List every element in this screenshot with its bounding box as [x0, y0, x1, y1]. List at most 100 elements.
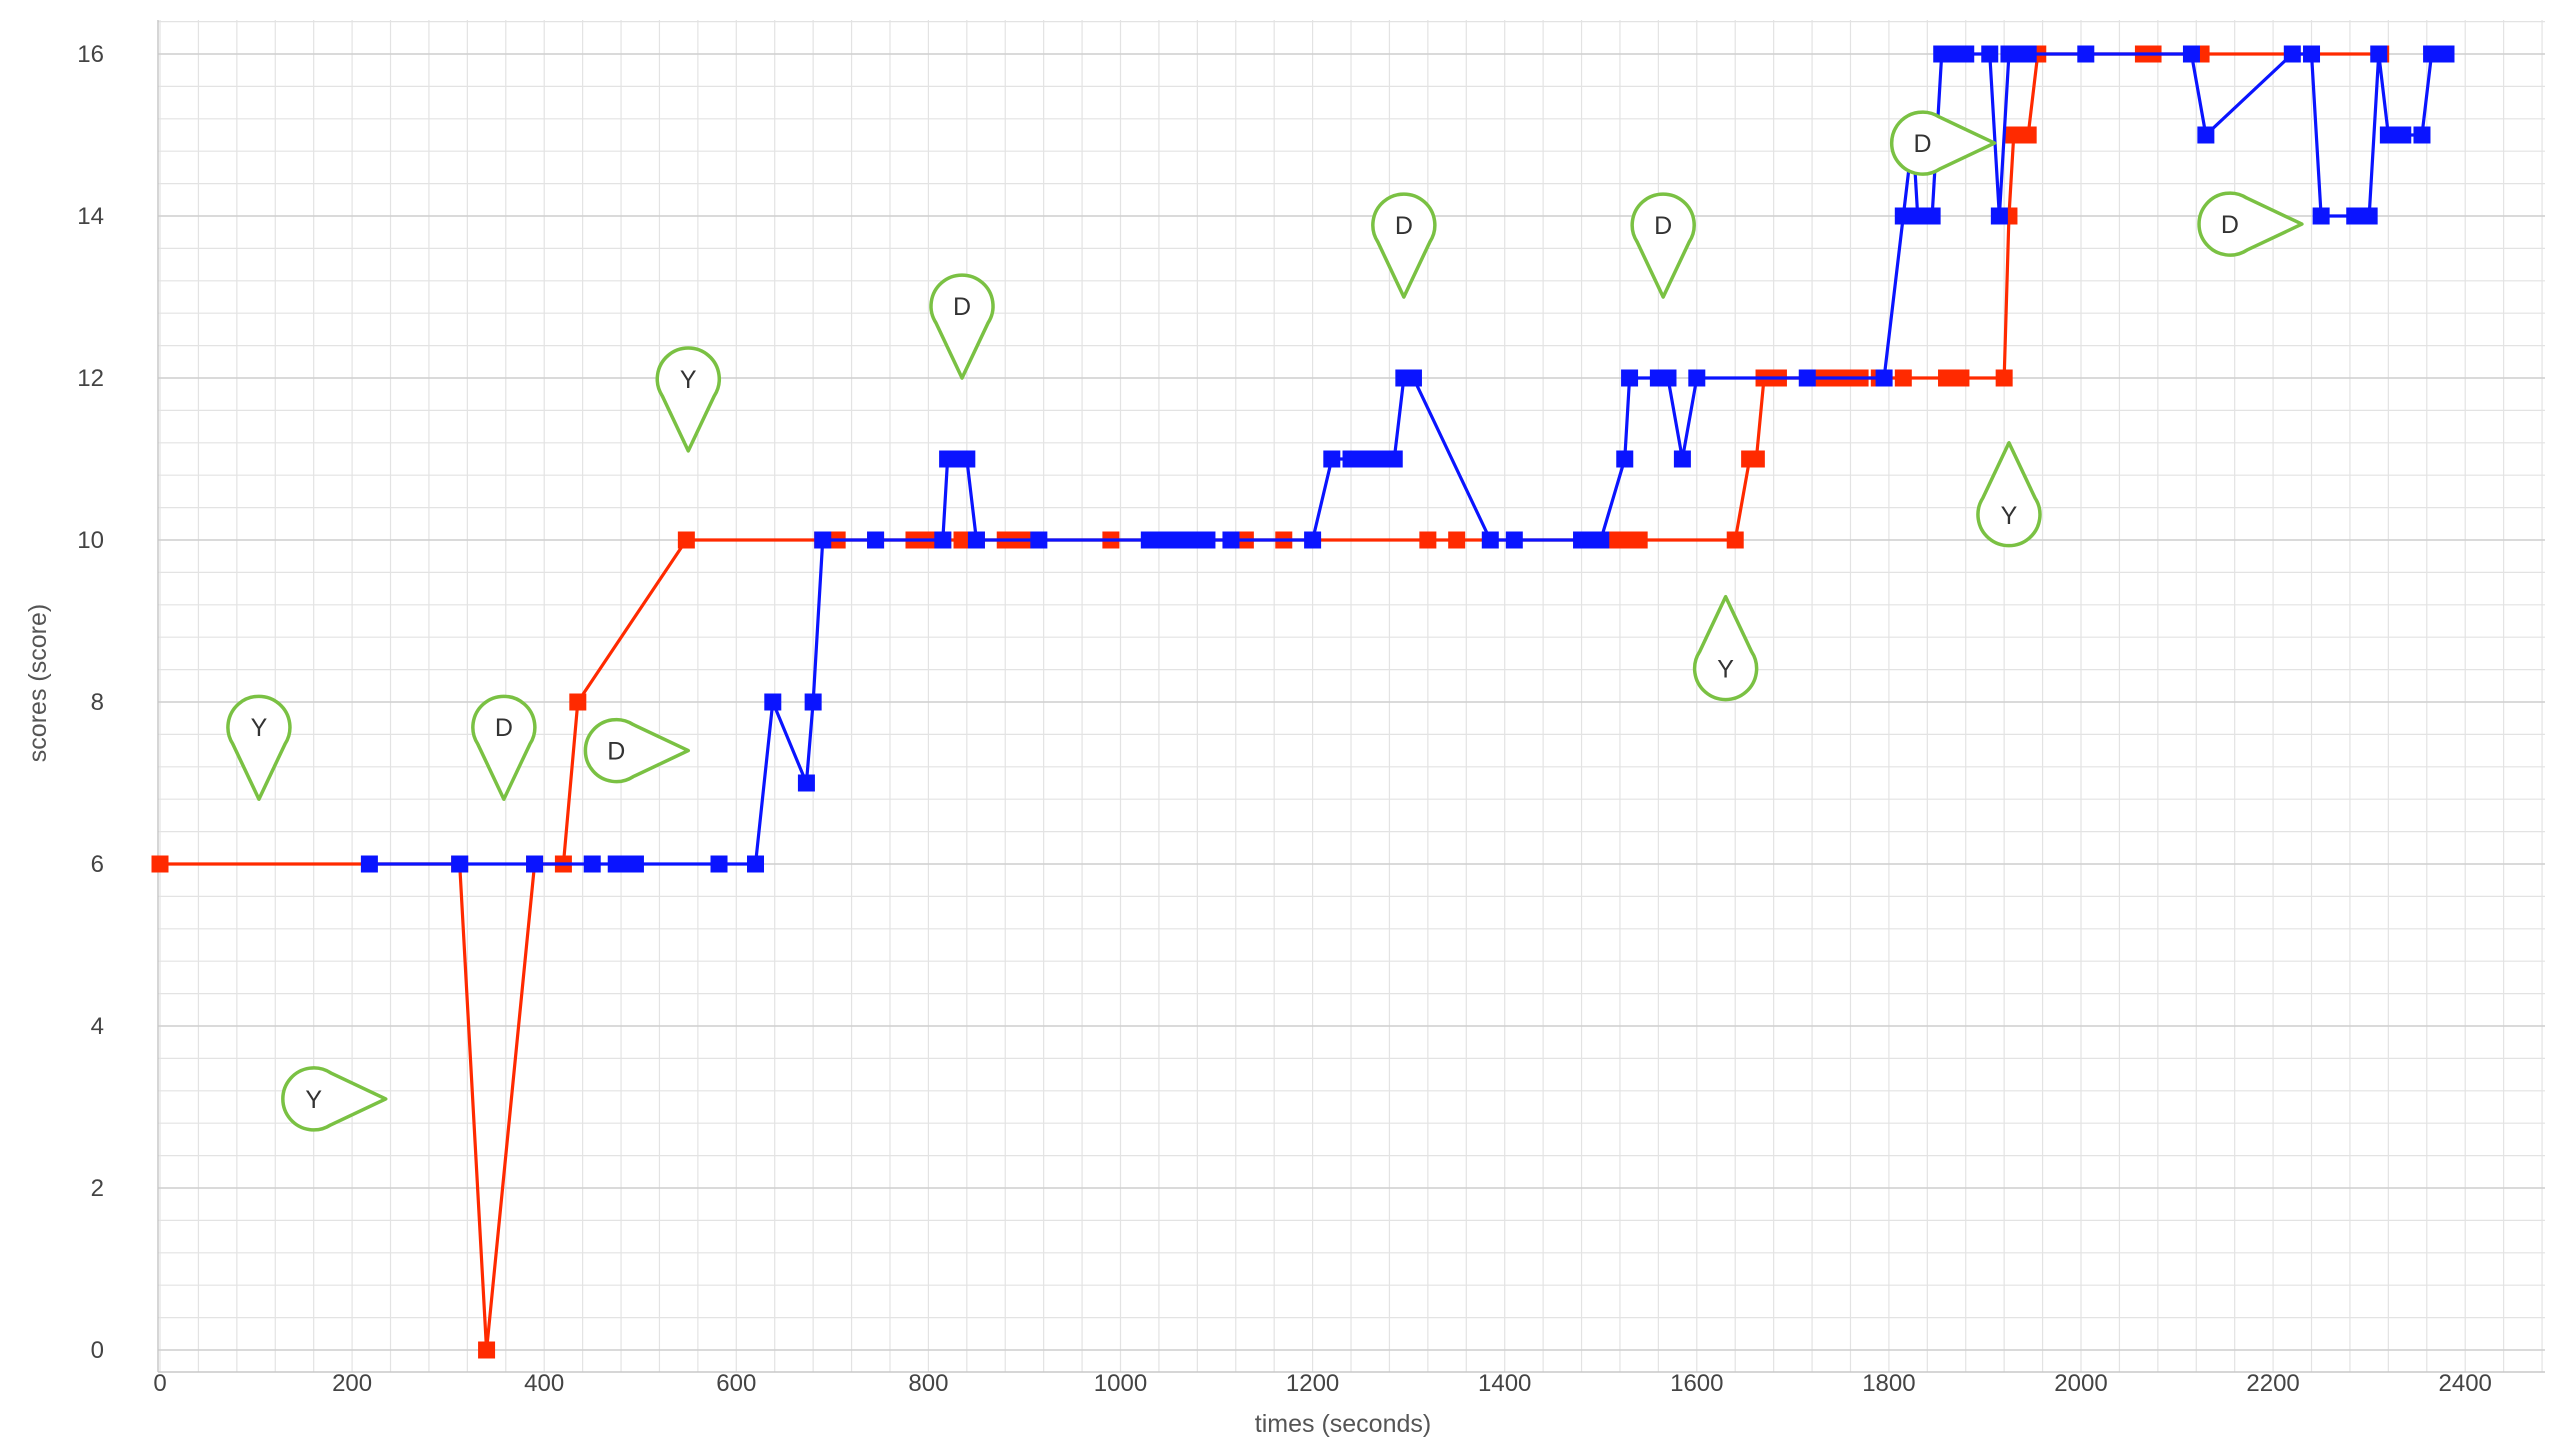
data-point: [747, 855, 765, 873]
annotation-label: Y: [680, 366, 697, 394]
axes: 0 200 400 600 800 1000 1200 1400 1600 1800 2000 220…: [77, 20, 2545, 1397]
data-point: [814, 531, 832, 549]
y-tick-label: 12: [77, 365, 104, 392]
x-tick-label: 800: [908, 1370, 948, 1397]
data-point: [1419, 531, 1437, 549]
data-point: [2379, 126, 2397, 144]
data-point: [1995, 369, 2013, 387]
data-point: [2303, 45, 2321, 63]
data-point: [526, 855, 544, 873]
y-tick-label: 4: [91, 1013, 104, 1040]
annotation-label: D: [495, 714, 513, 742]
data-point: [151, 855, 169, 873]
data-point: [710, 855, 728, 873]
annotation-marker: Y: [1692, 594, 1759, 702]
annotation-marker: D: [583, 717, 691, 784]
annotation-balloon: [471, 694, 537, 801]
series-line: [369, 52, 2446, 866]
data-point: [1304, 531, 1322, 549]
data-point: [1505, 531, 1523, 549]
annotation-marker: Y: [226, 694, 292, 801]
data-point: [1909, 207, 1927, 225]
annotation-label: D: [607, 738, 625, 766]
x-tick-label: 1200: [1286, 1370, 1339, 1397]
data-point: [451, 855, 469, 873]
y-tick-label: 8: [91, 689, 104, 716]
annotation-label: D: [953, 293, 971, 321]
data-point: [626, 855, 644, 873]
data-point: [1938, 369, 1956, 387]
y-tick-label: 16: [77, 41, 104, 68]
data-point: [2077, 45, 2095, 63]
data-point: [1981, 45, 1999, 63]
data-point: [2005, 126, 2023, 144]
annotation-marker: Y: [1976, 441, 2042, 548]
data-point: [1747, 450, 1765, 468]
data-point: [569, 693, 587, 711]
data-point: [1894, 369, 1912, 387]
y-tick-label: 0: [91, 1337, 104, 1364]
data-point: [967, 531, 985, 549]
annotation-label: D: [1914, 130, 1932, 158]
data-point: [583, 855, 601, 873]
data-point: [2360, 207, 2378, 225]
data-point: [1621, 369, 1639, 387]
data-point: [958, 450, 976, 468]
data-point: [2019, 126, 2037, 144]
data-point: [2370, 45, 2388, 63]
data-point: [2437, 45, 2455, 63]
data-point: [1673, 450, 1691, 468]
annotation-balloon: [1692, 594, 1759, 702]
annotation-marker: D: [929, 273, 995, 380]
annotation-label: D: [1395, 212, 1413, 240]
annotation-balloon: [1630, 192, 1696, 299]
annotation-label: Y: [2001, 502, 2018, 530]
annotation-balloon: [655, 346, 722, 453]
annotation-balloon: [583, 717, 691, 784]
data-point: [1798, 369, 1816, 387]
data-point: [2283, 45, 2301, 63]
data-point: [1222, 531, 1240, 549]
data-point: [867, 531, 885, 549]
data-point: [953, 531, 971, 549]
data-point: [2182, 45, 2200, 63]
annotation-balloon: [226, 694, 292, 801]
series-2: [360, 45, 2455, 873]
x-tick-label: 0: [153, 1370, 166, 1397]
x-tick-label: 2400: [2439, 1370, 2492, 1397]
data-point: [1726, 531, 1744, 549]
data-point: [2197, 126, 2215, 144]
data-point: [360, 855, 378, 873]
y-axis-title: scores (score): [24, 604, 52, 762]
data-point: [934, 531, 952, 549]
data-point: [1448, 531, 1466, 549]
y-tick-label: 2: [91, 1175, 104, 1202]
annotation-balloon: [2197, 191, 2304, 257]
data-point: [677, 531, 695, 549]
data-point: [2019, 45, 2037, 63]
data-point: [1952, 369, 1970, 387]
y-tick-label: 6: [91, 851, 104, 878]
annotation-marker: D: [2197, 191, 2304, 257]
y-tick-label: 14: [77, 203, 104, 230]
data-point: [1606, 531, 1624, 549]
annotation-balloon: [929, 273, 995, 380]
data-point: [1990, 207, 2008, 225]
grid: [158, 20, 2545, 1372]
data-point: [804, 693, 822, 711]
annotation-balloon: [281, 1066, 388, 1132]
x-tick-label: 1600: [1670, 1370, 1723, 1397]
x-tick-label: 1000: [1094, 1370, 1147, 1397]
data-point: [1385, 450, 1403, 468]
data-point: [2312, 207, 2330, 225]
annotation-balloon: [1371, 192, 1437, 299]
annotation-marker: D: [1371, 192, 1437, 299]
data-point: [2413, 126, 2431, 144]
x-tick-label: 2200: [2246, 1370, 2299, 1397]
annotation-label: D: [2221, 211, 2239, 239]
annotation-marker: D: [1890, 110, 1997, 176]
annotation-marker: D: [471, 694, 537, 801]
